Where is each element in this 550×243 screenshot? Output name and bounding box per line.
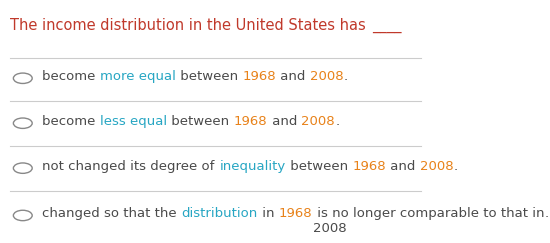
Text: and: and	[277, 70, 310, 83]
Text: The income distribution in the United States has: The income distribution in the United St…	[10, 18, 370, 33]
Text: and: and	[268, 115, 301, 128]
Text: distribution: distribution	[182, 207, 258, 220]
Text: more equal: more equal	[100, 70, 176, 83]
Text: is no longer comparable to that in
2008: is no longer comparable to that in 2008	[312, 207, 544, 235]
Text: 1968: 1968	[353, 160, 386, 173]
Text: 2008: 2008	[420, 160, 454, 173]
Text: .: .	[545, 207, 549, 220]
Text: ____: ____	[372, 18, 401, 33]
Text: become: become	[42, 70, 100, 83]
Text: in: in	[258, 207, 279, 220]
Text: not changed its degree of: not changed its degree of	[42, 160, 219, 173]
Text: 2008: 2008	[310, 70, 344, 83]
Text: become: become	[42, 115, 100, 128]
Text: between: between	[167, 115, 234, 128]
Text: 1968: 1968	[243, 70, 276, 83]
Text: and: and	[386, 160, 420, 173]
Text: inequality: inequality	[219, 160, 285, 173]
Text: .: .	[344, 70, 348, 83]
Text: between: between	[176, 70, 243, 83]
Text: 1968: 1968	[234, 115, 267, 128]
Text: between: between	[286, 160, 352, 173]
Text: .: .	[454, 160, 458, 173]
Text: less equal: less equal	[100, 115, 167, 128]
Text: 1968: 1968	[279, 207, 312, 220]
Text: .: .	[335, 115, 339, 128]
Text: changed so that the: changed so that the	[42, 207, 181, 220]
Text: 2008: 2008	[301, 115, 335, 128]
